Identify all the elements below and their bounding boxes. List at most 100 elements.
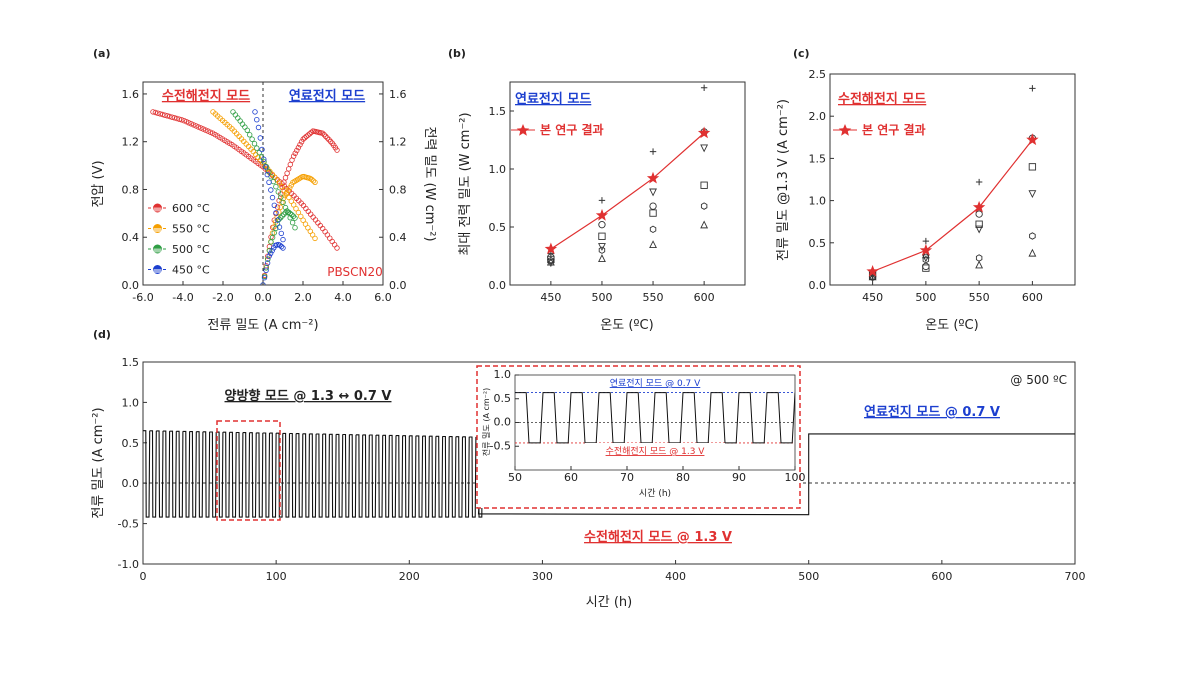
literature-point [700, 144, 709, 153]
iv-point [261, 156, 267, 162]
literature-point [975, 254, 983, 262]
own-result-point [972, 200, 986, 213]
literature-point [1029, 232, 1036, 240]
panel-a-series-2 [230, 109, 298, 285]
power-point [281, 211, 287, 217]
power-point [265, 256, 271, 262]
panel-a-y2-axis-label: 전력 밀도 (W cm⁻²) [422, 126, 437, 241]
power-point [261, 275, 268, 281]
iv-point [198, 125, 204, 131]
power-point [278, 243, 285, 250]
inset-trace [515, 392, 795, 444]
iv-point [249, 136, 255, 142]
literature-point [598, 221, 606, 229]
iv-point [261, 158, 267, 165]
legend-label: 500 °C [172, 243, 210, 256]
iv-point [280, 236, 286, 243]
iv-point [293, 205, 299, 212]
panel-c-y-tick-label: 1.5 [809, 152, 827, 165]
literature-point [649, 225, 657, 234]
literature-point [1028, 248, 1037, 257]
panel-d-x-tick-label: 0 [140, 570, 147, 583]
inset-fuelcell-label: 연료전지 모드 @ 0.7 V [610, 378, 701, 389]
panel-b-literature-series-2 [547, 128, 708, 261]
panel-d-x-axis-label: 시간 (h) [586, 595, 632, 610]
power-point [269, 234, 276, 241]
inset-x-tick-label: 90 [732, 471, 746, 484]
panel-a-x-axis-label: 전류 밀도 (A cm⁻²) [207, 318, 318, 333]
panel-b-y-axis-label: 최대 전력 밀도 (W cm⁻²) [458, 112, 473, 255]
power-point [273, 225, 279, 232]
iv-point [292, 224, 298, 231]
iv-point [300, 217, 306, 223]
power-point [260, 282, 266, 285]
iv-point [275, 217, 281, 223]
iv-point [320, 225, 326, 232]
panel-b-x-ticks: 450 500 550 600 [540, 281, 715, 304]
literature-point [598, 232, 606, 240]
inset-x-ticks: 50 60 70 80 90 100 [508, 466, 806, 484]
own-result-point [646, 171, 660, 184]
panel-a-y-tick-label: 0.0 [122, 279, 140, 292]
panel-b-mode-label: 연료전지 모드 [515, 91, 591, 107]
power-point [327, 138, 334, 145]
panel-a-x-tick-label: -2.0 [212, 291, 233, 304]
panel-d-inset: 50 60 70 80 90 100 -0.5 0.0 0.5 1.0 연료전지 모드 @ 0.… [476, 365, 806, 509]
panel-a-label: (a) [93, 47, 110, 60]
power-point [321, 131, 327, 138]
iv-point [254, 145, 260, 151]
iv-point [178, 117, 185, 123]
current-density-trace [143, 430, 1075, 518]
panel-d-x-tick-label: 600 [931, 570, 952, 583]
panel-d-y-tick-label: 1.0 [122, 396, 140, 409]
iv-point [276, 180, 283, 186]
iv-point [157, 111, 163, 117]
power-point [295, 144, 302, 151]
power-point [294, 147, 300, 154]
literature-point [598, 246, 606, 254]
panel-d: (d) 0 100 200 300 400 500 600 700 -1.0 -0.5 0.0 0.… [91, 328, 1086, 610]
own-result-line [872, 139, 1033, 273]
panel-a-x-tick-label: 0.0 [254, 291, 272, 304]
literature-point [598, 243, 606, 251]
panel-c-literature-series-4 [868, 163, 1037, 280]
legend-label: 600 °C [172, 202, 210, 215]
panel-a-data [150, 109, 340, 285]
panel-a-y2-tick-label: 1.2 [389, 136, 407, 149]
panel-c-literature-series-5 [869, 232, 1036, 282]
literature-point [975, 178, 983, 186]
power-point [323, 133, 329, 139]
panel-a-y-tick-label: 0.8 [122, 183, 140, 196]
iv-point [331, 241, 338, 248]
power-point [292, 215, 298, 221]
panel-a-x-tick-label: -4.0 [172, 291, 193, 304]
literature-point [1028, 190, 1037, 199]
own-result-point [1026, 133, 1039, 146]
panel-b-legend: 본 연구 결과 [511, 122, 604, 137]
power-point [282, 175, 289, 181]
panel-c-legend-label: 본 연구 결과 [862, 122, 926, 137]
panel-b-x-tick-label: 500 [591, 291, 612, 304]
literature-point [921, 250, 930, 259]
iv-point [251, 140, 258, 147]
iv-point [312, 235, 318, 242]
literature-point [975, 225, 984, 234]
panel-a-y2-tick-label: 1.6 [389, 88, 407, 101]
power-point [268, 250, 274, 256]
panel-d-x-tick-label: 200 [399, 570, 420, 583]
power-point [263, 265, 269, 271]
iv-point [257, 135, 263, 141]
panel-d-x-tick-label: 700 [1065, 570, 1086, 583]
iv-point [278, 194, 284, 200]
legend-marker-shade [153, 248, 162, 253]
panel-d-temperature-label: @ 500 ºC [1010, 373, 1067, 387]
power-point [280, 245, 286, 251]
panel-b-x-axis-label: 온도 (ºC) [600, 318, 653, 333]
iv-point [155, 110, 161, 116]
iv-point [152, 109, 159, 116]
panel-c-x-tick-label: 450 [862, 291, 883, 304]
literature-point [598, 197, 606, 204]
legend-marker-shade [153, 269, 162, 273]
panel-d-electrolysis-label: 수전해전지 모드 @ 1.3 V [584, 529, 732, 545]
panel-a-x-tick-label: 6.0 [374, 291, 392, 304]
